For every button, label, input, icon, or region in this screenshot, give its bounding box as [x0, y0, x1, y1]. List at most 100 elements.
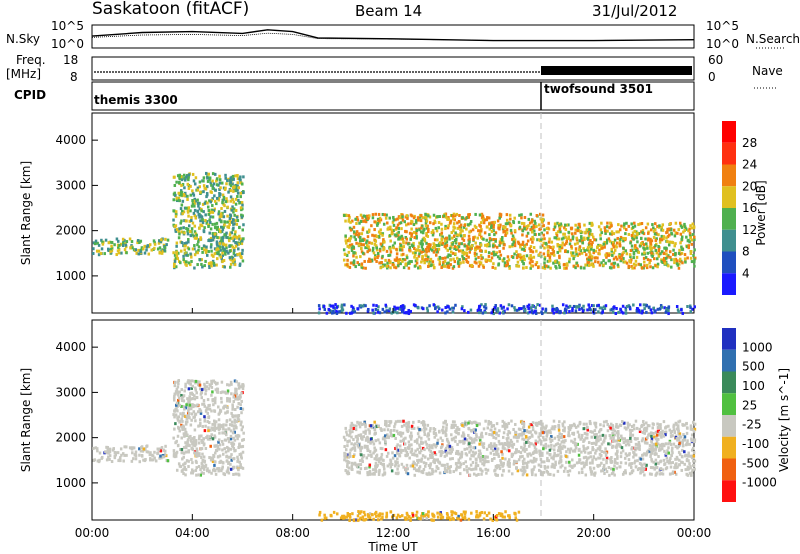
data-cell [667, 227, 671, 231]
data-cell [428, 443, 431, 447]
data-cell [610, 456, 613, 460]
data-cell [429, 257, 433, 261]
data-cell [429, 221, 432, 225]
data-cell [94, 446, 98, 450]
data-cell [198, 418, 202, 422]
data-cell [197, 464, 201, 468]
data-cell [447, 216, 450, 220]
data-cell [560, 246, 564, 250]
data-cell [183, 407, 186, 411]
data-cell [631, 236, 634, 240]
data-cell [207, 172, 210, 176]
data-cell [547, 459, 551, 463]
data-cell [549, 252, 553, 256]
data-cell [217, 438, 221, 442]
data-cell [429, 463, 432, 467]
data-cell [221, 431, 224, 435]
data-cell [682, 230, 685, 234]
nave-tick-top: 60 [708, 53, 723, 67]
data-cell [585, 422, 588, 426]
data-cell [197, 248, 200, 252]
data-cell [197, 238, 201, 242]
data-cell [360, 232, 364, 236]
data-cell [348, 434, 351, 438]
data-cell [119, 456, 122, 460]
data-cell [622, 239, 625, 243]
data-cell [505, 443, 508, 447]
data-cell [600, 261, 603, 265]
data-cell [179, 261, 182, 265]
noise-left-label: N.Sky [6, 32, 40, 46]
data-cell [182, 455, 185, 459]
data-cell [367, 308, 370, 312]
data-cell [447, 305, 450, 309]
data-cell [135, 251, 138, 255]
data-cell [205, 380, 209, 384]
data-cell [470, 441, 473, 445]
data-cell [229, 437, 233, 441]
data-cell [420, 245, 424, 249]
data-cell [491, 265, 495, 269]
data-cell [215, 196, 219, 200]
data-cell [664, 453, 668, 457]
data-cell [617, 310, 620, 314]
data-cell [650, 311, 654, 315]
data-cell [492, 242, 495, 246]
data-cell [214, 222, 217, 226]
data-cell [644, 256, 648, 260]
data-cell [588, 308, 591, 312]
data-cell [529, 459, 533, 463]
data-cell [609, 221, 612, 225]
data-cell [185, 403, 188, 407]
data-cell [225, 249, 228, 253]
data-cell [474, 241, 477, 245]
data-cell [605, 241, 609, 245]
data-cell [221, 260, 224, 264]
data-cell [381, 212, 385, 216]
data-cell [646, 246, 649, 250]
data-cell [227, 225, 231, 229]
data-cell [180, 398, 184, 402]
data-cell [393, 308, 397, 312]
data-cell [124, 243, 128, 247]
data-cell [574, 247, 578, 251]
data-cell [229, 467, 233, 471]
data-cell [225, 246, 228, 250]
data-cell [463, 468, 466, 472]
data-cell [233, 420, 237, 424]
beam-title: Beam 14 [355, 2, 422, 20]
data-cell [449, 250, 453, 254]
data-cell [690, 238, 694, 242]
data-cell [225, 231, 228, 235]
power-colorbar-label: Power [dB] [754, 180, 768, 245]
data-cell [200, 391, 203, 395]
data-cell [364, 438, 368, 442]
data-cell [418, 450, 421, 454]
data-cell [454, 435, 457, 439]
data-cell [549, 440, 553, 444]
data-cell [211, 238, 215, 242]
data-cell [612, 257, 616, 261]
data-cell [421, 454, 425, 458]
data-cell [630, 248, 634, 252]
data-cell [226, 397, 229, 401]
data-cell [551, 304, 554, 308]
data-cell [335, 311, 339, 315]
data-cell [417, 266, 420, 270]
data-cell [630, 265, 633, 269]
data-cell [199, 223, 202, 227]
data-cell [178, 232, 181, 236]
data-cell [426, 224, 429, 228]
data-cell [557, 424, 561, 428]
data-cell [423, 239, 427, 243]
data-cell [472, 446, 475, 450]
data-cell [242, 223, 245, 227]
data-cell [452, 229, 455, 233]
data-cell [529, 245, 533, 249]
data-cell [390, 311, 394, 315]
data-cell [368, 248, 371, 252]
data-cell [233, 249, 236, 253]
data-cell [227, 449, 230, 453]
data-cell [370, 241, 374, 245]
data-cell [136, 241, 139, 245]
